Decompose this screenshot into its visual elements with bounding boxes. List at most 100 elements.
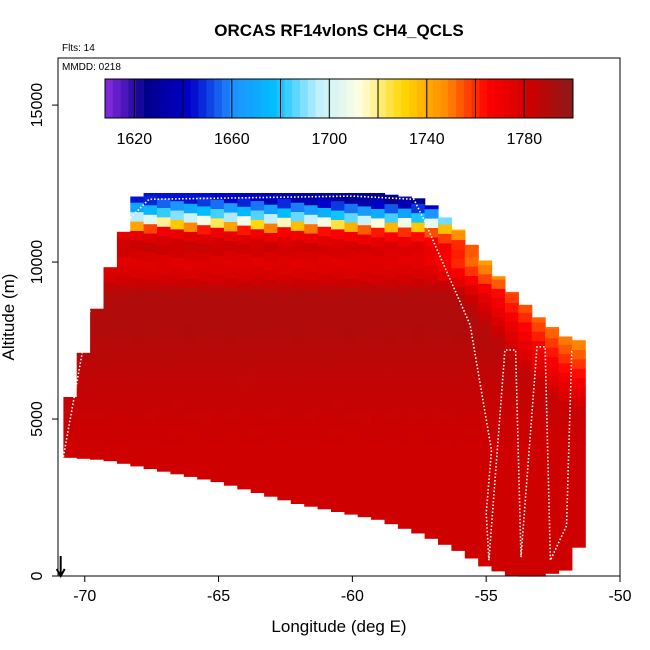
heatmap-cell — [103, 357, 118, 367]
heatmap-cell — [170, 370, 185, 381]
heatmap-cell — [90, 346, 105, 357]
heatmap-cell — [545, 422, 560, 433]
heatmap-cell — [371, 264, 386, 275]
heatmap-cell — [504, 490, 519, 501]
heatmap-cell — [264, 251, 279, 262]
colorbar-swatch — [518, 79, 527, 118]
heatmap-cell — [357, 365, 372, 376]
heatmap-cell — [357, 422, 372, 433]
heatmap-cell — [438, 497, 452, 508]
heatmap-cell — [277, 415, 292, 425]
heatmap-cell — [157, 320, 171, 331]
heatmap-cell — [290, 305, 305, 316]
colorbar-swatch — [502, 79, 512, 118]
heatmap-cell — [371, 425, 386, 435]
heatmap-cell — [464, 256, 479, 267]
heatmap-cell — [504, 453, 519, 464]
heatmap-cell — [197, 318, 212, 329]
heatmap-cell — [571, 452, 586, 463]
heatmap-cell — [411, 401, 426, 411]
heatmap-cell — [264, 486, 279, 497]
heatmap-cell — [197, 300, 212, 310]
heatmap-cell — [116, 397, 131, 408]
heatmap-cell — [116, 231, 131, 238]
heatmap-cell — [264, 383, 279, 394]
heatmap-cell — [250, 435, 265, 446]
heatmap-cell — [478, 490, 493, 501]
heatmap-cell — [344, 193, 359, 204]
heatmap-cell — [304, 402, 319, 413]
heatmap-cell — [130, 418, 145, 429]
heatmap-cell — [464, 520, 479, 531]
heatmap-cell — [237, 319, 252, 330]
heatmap-cell — [518, 312, 533, 323]
heatmap-cell — [411, 523, 426, 534]
heatmap-cell — [250, 351, 265, 362]
heatmap-cell — [223, 277, 238, 288]
heatmap-cell — [237, 432, 252, 443]
heatmap-cell — [183, 297, 198, 308]
heatmap-cell — [264, 194, 279, 205]
heatmap-cell — [304, 214, 319, 225]
heatmap-cell — [130, 390, 145, 401]
heatmap-cell — [371, 387, 386, 398]
heatmap-cell — [157, 311, 171, 321]
heatmap-cell — [223, 343, 238, 354]
heatmap-cell — [143, 261, 158, 272]
heatmap-cell — [438, 355, 452, 366]
y-tick-label: 5000 — [29, 401, 46, 437]
heatmap-cell — [545, 441, 560, 452]
heatmap-cell — [571, 340, 586, 350]
heatmap-cell — [304, 280, 319, 291]
heatmap-cell — [317, 263, 332, 274]
heatmap-cell — [504, 443, 519, 454]
heatmap-cell — [531, 453, 546, 464]
heatmap-cell — [331, 200, 345, 211]
heatmap-cell — [357, 356, 372, 367]
heatmap-cell — [438, 233, 452, 244]
heatmap-cell — [331, 313, 345, 324]
heatmap-cell — [130, 230, 145, 241]
heatmap-cell — [277, 311, 292, 322]
heatmap-cell — [571, 471, 586, 482]
colorbar-swatch — [245, 79, 254, 118]
heatmap-cell — [558, 457, 573, 467]
heatmap-cell — [371, 378, 386, 388]
heatmap-cell — [397, 321, 412, 332]
heatmap-cell — [277, 480, 292, 491]
heatmap-cell — [170, 228, 185, 239]
heatmap-cell — [183, 382, 198, 393]
heatmap-cell — [290, 352, 305, 363]
heatmap-cell — [357, 347, 372, 358]
y-tick-label: 10000 — [29, 240, 46, 285]
heatmap-cell — [357, 281, 372, 292]
heatmap-cell — [344, 240, 359, 251]
heatmap-cell — [464, 341, 479, 352]
heatmap-cell — [451, 446, 466, 457]
heatmap-cell — [478, 452, 493, 463]
heatmap-cell — [277, 283, 292, 294]
heatmap-cell — [250, 322, 265, 333]
heatmap-cell — [250, 200, 265, 211]
heatmap-cell — [438, 468, 452, 479]
heatmap-cell — [116, 406, 131, 417]
heatmap-cell — [130, 286, 145, 297]
heatmap-cell — [558, 466, 573, 477]
colorbar-swatch — [292, 79, 301, 118]
heatmap-cell — [504, 302, 519, 313]
heatmap-cell — [438, 261, 452, 272]
heatmap-cell — [157, 395, 171, 406]
heatmap-cell — [491, 391, 506, 402]
heatmap-cell — [331, 304, 345, 315]
heatmap-cell — [317, 282, 332, 293]
heatmap-cell — [411, 382, 426, 393]
heatmap-cell — [464, 322, 479, 333]
heatmap-cell — [277, 207, 292, 218]
heatmap-cell — [290, 296, 305, 307]
heatmap-cell — [545, 544, 560, 555]
colorbar-swatch — [183, 79, 192, 118]
heatmap-cell — [438, 224, 452, 234]
heatmap-cell — [317, 480, 332, 491]
heatmap-cell — [223, 362, 238, 373]
heatmap-cell — [357, 243, 372, 254]
